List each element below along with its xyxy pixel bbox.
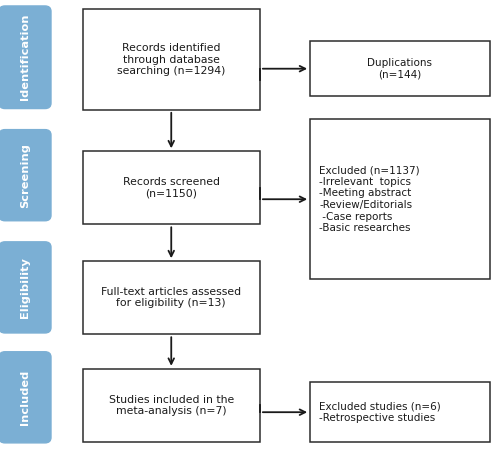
FancyBboxPatch shape [0,352,51,443]
FancyBboxPatch shape [82,261,260,334]
Text: Studies included in the
meta-analysis (n=7): Studies included in the meta-analysis (n… [108,394,234,416]
FancyBboxPatch shape [310,41,490,96]
Text: Excluded studies (n=6)
-Retrospective studies: Excluded studies (n=6) -Retrospective st… [319,401,441,423]
Text: Records screened
(n=1150): Records screened (n=1150) [123,177,220,199]
Text: Full-text articles assessed
for eligibility (n=13): Full-text articles assessed for eligibil… [101,287,242,309]
Text: Duplications
(n=144): Duplications (n=144) [368,58,432,80]
Text: Records identified
through database
searching (n=1294): Records identified through database sear… [117,43,226,76]
FancyBboxPatch shape [0,242,51,333]
Text: Identification: Identification [20,14,30,100]
FancyBboxPatch shape [82,9,260,110]
FancyBboxPatch shape [0,130,51,221]
FancyBboxPatch shape [82,369,260,442]
FancyBboxPatch shape [310,119,490,279]
Text: Included: Included [20,370,30,425]
FancyBboxPatch shape [82,151,260,224]
Text: Excluded (n=1137)
-Irrelevant  topics
-Meeting abstract
-Review/Editorials
 -Cas: Excluded (n=1137) -Irrelevant topics -Me… [319,165,420,233]
Text: Screening: Screening [20,143,30,207]
FancyBboxPatch shape [310,382,490,442]
FancyBboxPatch shape [0,6,51,109]
Text: Eligibility: Eligibility [20,257,30,318]
